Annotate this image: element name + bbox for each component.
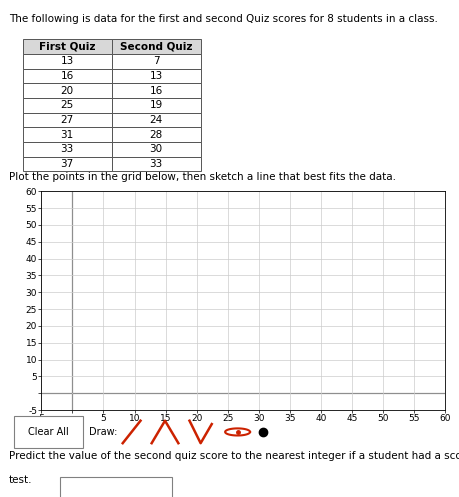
- Text: 37: 37: [61, 159, 74, 169]
- Bar: [22, 83, 112, 98]
- Text: 16: 16: [150, 86, 163, 96]
- Bar: [61, 477, 172, 497]
- Text: Predict the value of the second quiz score to the nearest integer if a student h: Predict the value of the second quiz sco…: [9, 451, 459, 461]
- Text: 7: 7: [153, 57, 159, 67]
- Text: 13: 13: [150, 71, 163, 81]
- Bar: [14, 416, 83, 448]
- Bar: [22, 54, 112, 69]
- Bar: [22, 113, 112, 127]
- Text: 33: 33: [150, 159, 163, 169]
- Text: 33: 33: [61, 145, 74, 155]
- Bar: [22, 157, 112, 171]
- Bar: [112, 69, 201, 83]
- Bar: [112, 113, 201, 127]
- Text: 31: 31: [61, 130, 74, 140]
- Text: Draw:: Draw:: [90, 427, 118, 437]
- Text: 20: 20: [61, 86, 73, 96]
- Bar: [22, 39, 112, 54]
- Text: Clear All: Clear All: [28, 427, 68, 437]
- Text: 19: 19: [150, 100, 163, 110]
- Bar: [22, 98, 112, 113]
- Text: 16: 16: [61, 71, 74, 81]
- Bar: [112, 39, 201, 54]
- Text: First Quiz: First Quiz: [39, 42, 95, 52]
- Bar: [112, 98, 201, 113]
- Bar: [22, 69, 112, 83]
- Text: 27: 27: [61, 115, 74, 125]
- Bar: [112, 142, 201, 157]
- Text: Plot the points in the grid below, then sketch a line that best fits the data.: Plot the points in the grid below, then …: [9, 172, 396, 182]
- Text: Second Quiz: Second Quiz: [120, 42, 192, 52]
- Text: 28: 28: [150, 130, 163, 140]
- Text: The following is data for the first and second Quiz scores for 8 students in a c: The following is data for the first and …: [9, 13, 438, 24]
- Text: 13: 13: [61, 57, 74, 67]
- Text: test.: test.: [9, 475, 33, 485]
- Bar: [112, 157, 201, 171]
- Bar: [22, 127, 112, 142]
- Bar: [112, 83, 201, 98]
- Text: 25: 25: [61, 100, 74, 110]
- Text: 24: 24: [150, 115, 163, 125]
- Bar: [112, 54, 201, 69]
- Text: 30: 30: [150, 145, 162, 155]
- Bar: [112, 127, 201, 142]
- Bar: [22, 142, 112, 157]
